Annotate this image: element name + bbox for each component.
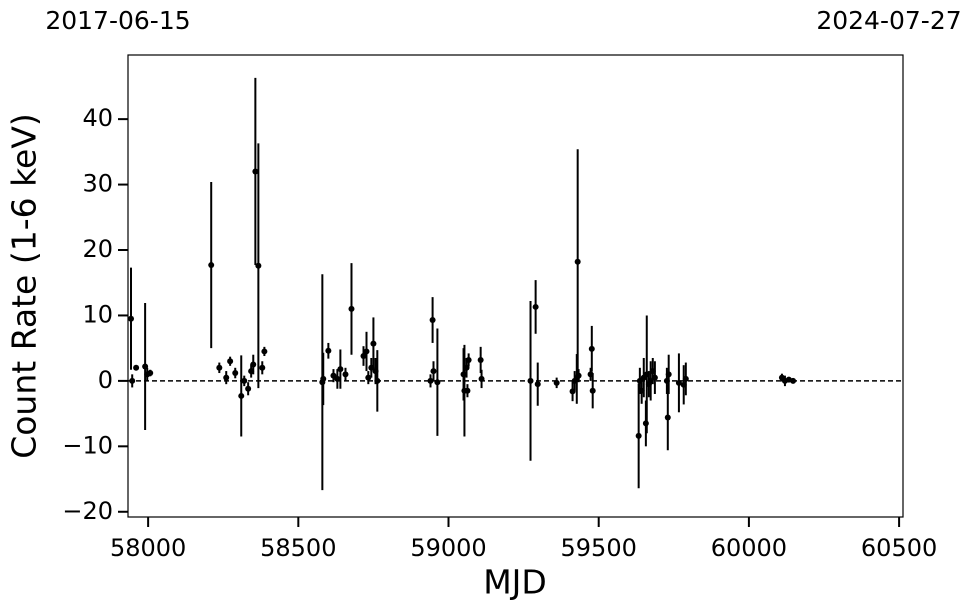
data-point xyxy=(651,374,658,381)
data-point xyxy=(223,374,230,381)
data-point xyxy=(477,356,484,363)
data-point xyxy=(348,305,355,312)
data-point xyxy=(465,356,472,363)
data-point xyxy=(208,262,215,269)
x-tick-label: 58500 xyxy=(260,534,336,562)
data-point xyxy=(527,377,534,384)
data-point xyxy=(363,348,370,355)
data-point xyxy=(427,377,434,384)
data-point xyxy=(227,358,234,365)
data-point xyxy=(337,366,344,373)
y-tick-label: −20 xyxy=(62,497,113,525)
data-point xyxy=(665,371,672,378)
data-point xyxy=(534,381,541,388)
data-point xyxy=(255,262,262,269)
x-tick-label: 60000 xyxy=(711,534,787,562)
data-point xyxy=(133,364,140,371)
y-tick-label: 40 xyxy=(82,104,113,132)
data-point xyxy=(664,414,671,421)
data-point xyxy=(238,392,245,399)
data-point xyxy=(325,347,332,354)
data-point xyxy=(320,375,327,382)
data-point xyxy=(682,375,689,382)
data-point xyxy=(259,364,266,371)
data-point xyxy=(478,375,485,382)
data-point xyxy=(252,168,259,175)
data-point xyxy=(370,340,377,347)
data-point xyxy=(434,379,441,386)
top-right-label: 2024-07-27 xyxy=(816,6,961,35)
x-tick-label: 60500 xyxy=(861,534,937,562)
data-point xyxy=(250,361,257,368)
y-tick-label: 10 xyxy=(82,300,113,328)
data-point xyxy=(790,377,797,384)
y-tick-label: 30 xyxy=(82,170,113,198)
data-point xyxy=(245,385,252,392)
data-point xyxy=(675,379,682,386)
data-point xyxy=(232,370,239,377)
data-point xyxy=(365,374,372,381)
data-point xyxy=(574,258,581,265)
y-axis-label: Count Rate (1-6 keV) xyxy=(5,113,44,459)
data-point xyxy=(588,345,595,352)
data-point xyxy=(129,377,136,384)
data-point xyxy=(635,432,642,439)
x-tick-label: 59500 xyxy=(561,534,637,562)
data-point xyxy=(261,348,268,355)
y-tick-label: 20 xyxy=(82,235,113,263)
data-point xyxy=(464,387,471,394)
data-point xyxy=(128,315,135,322)
data-point xyxy=(532,303,539,310)
data-point xyxy=(241,377,248,384)
data-point xyxy=(430,368,437,375)
data-point xyxy=(334,375,341,382)
data-point xyxy=(575,372,582,379)
data-point xyxy=(589,387,596,394)
x-tick-label: 58000 xyxy=(110,534,186,562)
data-point xyxy=(429,317,436,324)
top-left-label: 2017-06-15 xyxy=(45,6,190,35)
y-tick-label: −10 xyxy=(62,431,113,459)
y-tick-label: 0 xyxy=(98,366,113,394)
plot-frame xyxy=(127,54,904,518)
data-point xyxy=(216,364,223,371)
data-point xyxy=(342,371,349,378)
data-point xyxy=(147,370,154,377)
data-point xyxy=(553,379,560,386)
data-point xyxy=(374,377,381,384)
x-axis-label: MJD xyxy=(483,563,547,602)
x-tick-label: 59000 xyxy=(410,534,486,562)
data-point xyxy=(360,353,367,360)
